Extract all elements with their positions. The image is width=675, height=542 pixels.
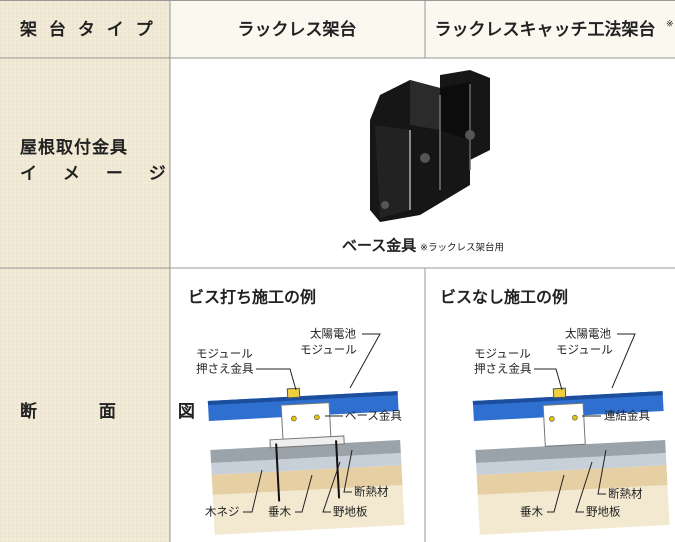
- diagram-label: 断熱材: [354, 485, 389, 499]
- cross-section: [207, 387, 405, 535]
- leader: [256, 368, 297, 391]
- diagram-label: 押さえ金具: [196, 362, 254, 376]
- column-title: ラックレス架台: [238, 19, 357, 40]
- cross-section: [472, 387, 670, 535]
- image-caption: ベース金具: [342, 237, 416, 255]
- row-label: イ メ ー ジ: [20, 164, 176, 184]
- label-column: [0, 0, 170, 542]
- header-bg: [170, 0, 675, 58]
- diagram-title: ビスなし施工の例: [440, 288, 568, 307]
- diagram-label: モジュール: [474, 347, 531, 361]
- diagram-label: ベース金具: [345, 409, 402, 423]
- diagram-label: 太陽電池: [565, 327, 611, 341]
- leader: [343, 449, 353, 493]
- header-label: 架 台 タ イ プ: [20, 19, 156, 40]
- diagram-label: 垂木: [268, 505, 291, 519]
- diagram-label: 木ネジ: [205, 505, 240, 519]
- leader: [597, 449, 607, 495]
- leader: [547, 474, 565, 513]
- diagram-label: 押さえ金具: [474, 362, 532, 376]
- diagram-label: 垂木: [520, 505, 543, 519]
- row-label: 断 面 図: [20, 401, 223, 422]
- diagram-label: 連結金具: [604, 409, 650, 423]
- diagram-label: 太陽電池: [310, 327, 356, 341]
- bracket-image: [370, 70, 490, 222]
- diagram-label: 野地板: [586, 505, 621, 519]
- diagram-label: モジュール: [300, 343, 357, 357]
- diagram-label: 野地板: [333, 505, 368, 519]
- leader: [349, 333, 381, 389]
- image-note: ※ラックレス架台用: [420, 242, 504, 254]
- leader: [295, 474, 313, 513]
- leader: [534, 368, 563, 391]
- diagram-title: ビス打ち施工の例: [188, 288, 316, 307]
- column-note: ※: [666, 20, 674, 30]
- diagram-label: 断熱材: [608, 487, 643, 501]
- diagram-label: モジュール: [556, 343, 613, 357]
- leader: [322, 461, 341, 513]
- leader: [611, 333, 636, 389]
- diagram-label: モジュール: [196, 347, 253, 361]
- column-title: ラックレスキャッチ工法架台: [435, 19, 656, 40]
- row-label: 屋根取付金具: [20, 137, 128, 158]
- leader: [575, 461, 593, 513]
- leader: [243, 469, 263, 513]
